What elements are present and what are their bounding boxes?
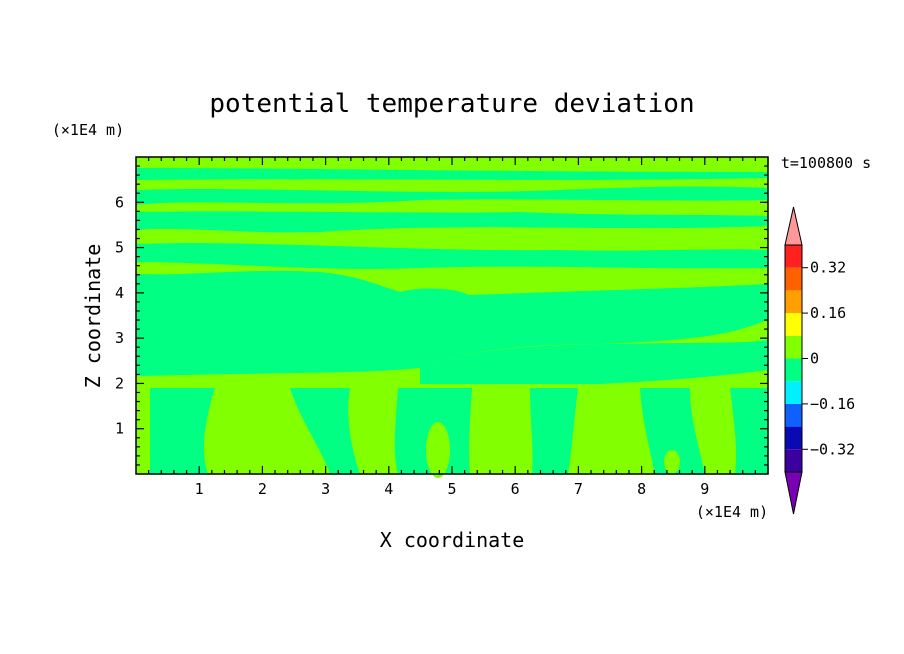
field-region — [664, 450, 680, 474]
colorbar-band — [785, 403, 802, 427]
colorbar-extend-low — [784, 471, 803, 515]
field-region — [730, 388, 768, 474]
x-tick-label: 4 — [384, 480, 393, 498]
y-axis: 1 2 3 4 5 6 — [115, 165, 768, 466]
field-region — [136, 211, 768, 233]
colorbar-tick-label: 0.16 — [810, 304, 846, 322]
colorbar-tick-label: 0 — [810, 350, 819, 368]
x-unit-label: (×1E4 m) — [696, 503, 768, 521]
field-region — [426, 422, 450, 478]
colorbar-band — [785, 267, 802, 291]
colorbar-band — [785, 381, 802, 404]
x-axis-label: X coordinate — [380, 528, 525, 552]
time-label: t=100800 s — [781, 154, 871, 172]
colorbar-tick-label: −0.16 — [810, 395, 855, 413]
colorbar-band — [785, 313, 802, 336]
field-region — [136, 168, 768, 180]
field-region — [530, 388, 578, 474]
field-region — [640, 388, 705, 474]
y-tick-label: 6 — [115, 193, 124, 211]
x-tick-label: 2 — [258, 480, 267, 498]
colorbar: 0.32 0.16 0 −0.16 −0.32 — [784, 206, 855, 515]
x-tick-label: 5 — [447, 480, 456, 498]
field-region — [231, 437, 243, 473]
y-tick-label: 2 — [115, 374, 124, 392]
field-region — [136, 284, 768, 376]
y-tick-label: 4 — [115, 284, 124, 302]
colorbar-band — [785, 290, 802, 314]
field-regions — [136, 168, 768, 474]
chart-title: potential temperature deviation — [209, 89, 694, 119]
colorbar-band — [785, 426, 802, 450]
x-tick-label: 1 — [195, 480, 204, 498]
plot-area — [135, 156, 769, 478]
x-axis: 1 2 3 4 5 6 7 8 9 — [148, 157, 769, 498]
y-unit-label: (×1E4 m) — [52, 121, 124, 139]
colorbar-tick-label: −0.32 — [810, 440, 855, 458]
field-region — [136, 186, 768, 205]
x-tick-label: 7 — [574, 480, 583, 498]
colorbar-band — [785, 358, 802, 382]
colorbar-band — [785, 449, 802, 472]
field-bumps — [231, 422, 680, 478]
x-tick-label: 3 — [321, 480, 330, 498]
field-region — [136, 243, 768, 269]
y-tick-label: 1 — [115, 420, 124, 438]
colorbar-band — [785, 335, 802, 359]
colorbar-extend-high — [784, 206, 803, 246]
field-region — [290, 388, 360, 474]
colorbar-band — [785, 245, 802, 268]
field-region — [420, 340, 768, 384]
colorbar-tick-label: 0.32 — [810, 259, 846, 277]
y-tick-label: 5 — [115, 239, 124, 257]
y-axis-label: Z coordinate — [81, 244, 105, 389]
field-region — [597, 442, 607, 474]
field-region — [150, 388, 215, 474]
y-tick-label: 3 — [115, 329, 124, 347]
field-region — [270, 422, 290, 474]
x-tick-label: 6 — [511, 480, 520, 498]
x-tick-label: 8 — [637, 480, 646, 498]
x-tick-label: 9 — [700, 480, 709, 498]
